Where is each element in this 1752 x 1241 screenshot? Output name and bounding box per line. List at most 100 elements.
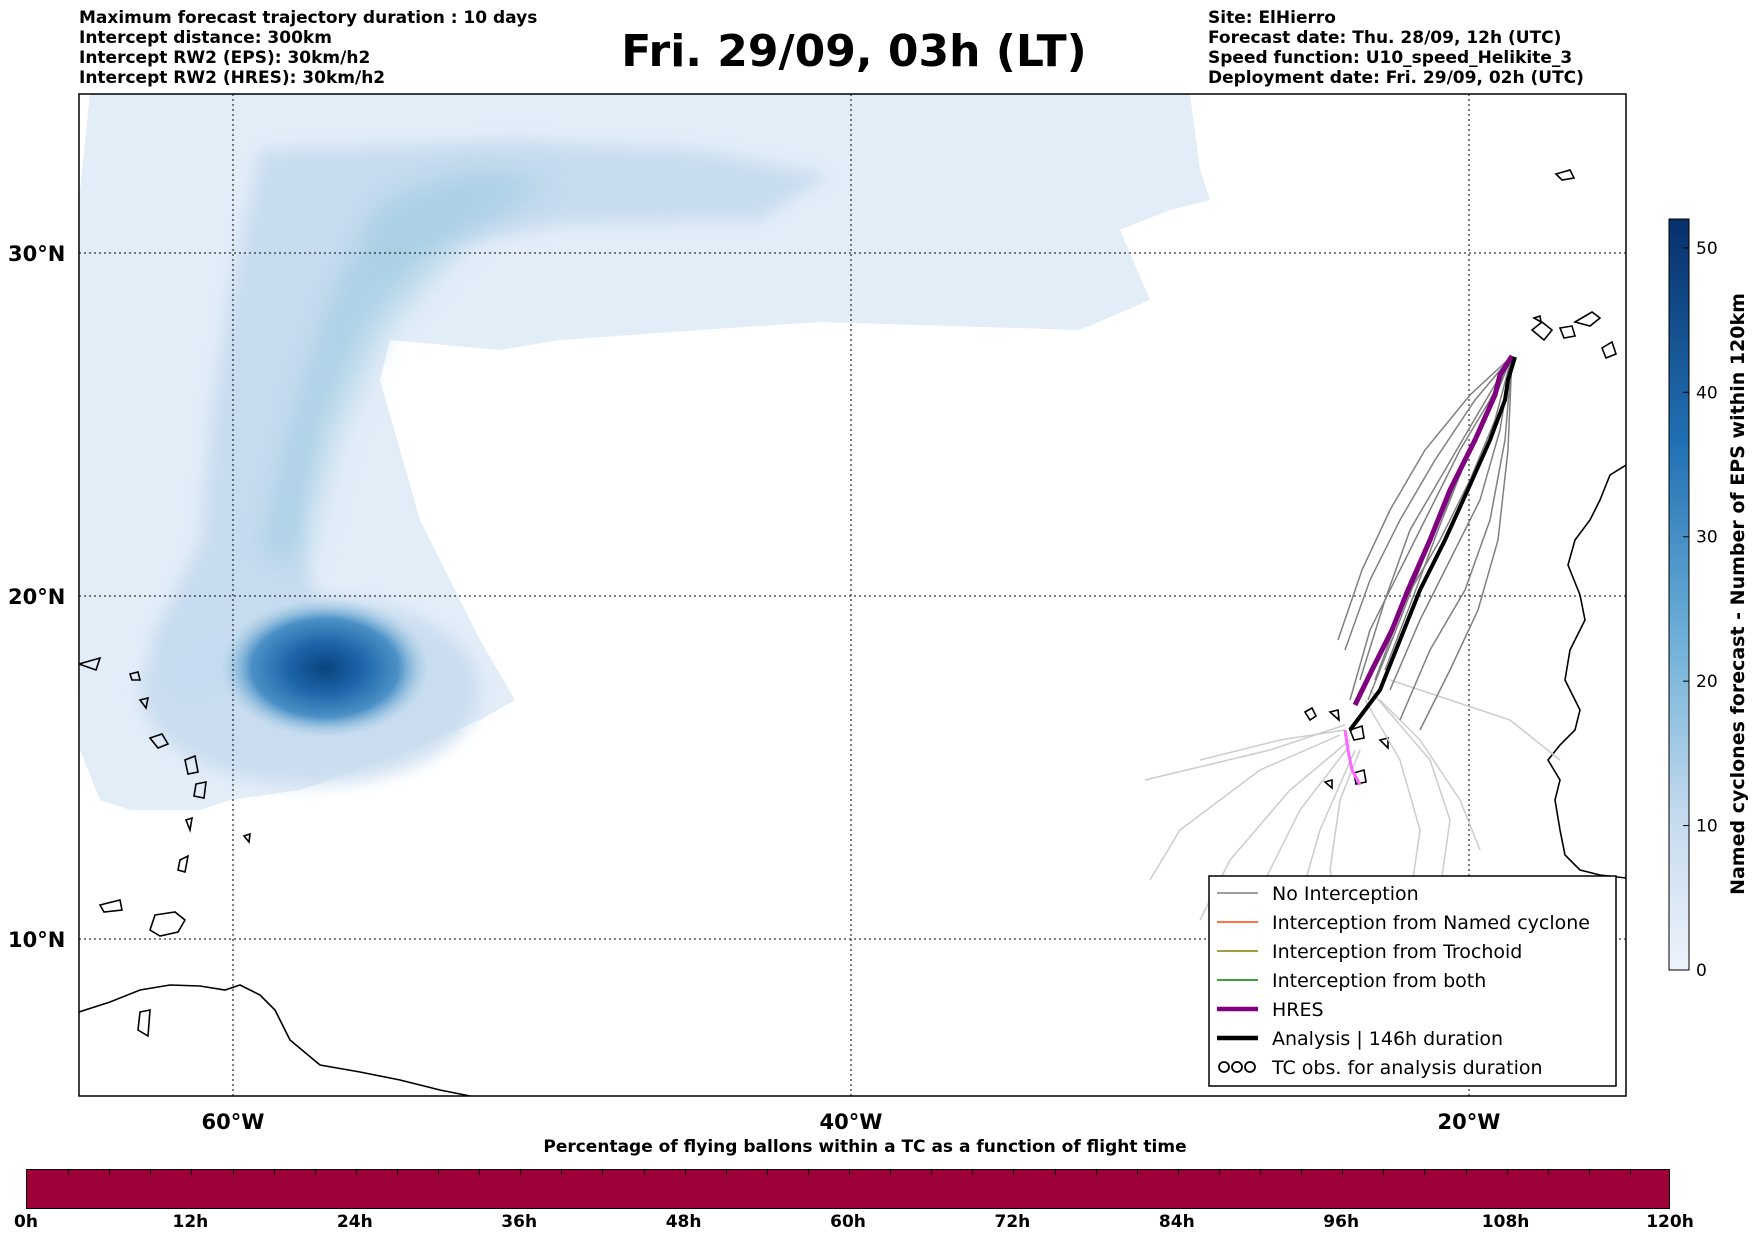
- bar-minor-tick: [1424, 1170, 1426, 1175]
- flight-time-tick-6: 72h: [994, 1212, 1031, 1232]
- colorbar-tick-label-4: 40: [1696, 383, 1718, 403]
- tc-obs-symbol-1: [1231, 1061, 1243, 1073]
- bar-minor-tick: [1260, 1170, 1261, 1175]
- coast-canary-1: [1530, 320, 1554, 342]
- flight-time-tick-5: 60h: [830, 1212, 866, 1232]
- bar-minor-tick: [1301, 1170, 1303, 1175]
- density-region-core: [220, 598, 430, 738]
- info-deployment-date: Deployment date: Fri. 29/09, 02h (UTC): [1208, 68, 1584, 88]
- coast-antilles-6: [177, 854, 190, 874]
- legend: No Interception Interception from Named c…: [1208, 875, 1617, 1087]
- legend-label-5: Analysis | 146h duration: [1272, 1028, 1503, 1050]
- bar-minor-tick: [1218, 1170, 1220, 1175]
- info-forecast-date: Forecast date: Thu. 28/09, 12h (UTC): [1208, 28, 1562, 48]
- flight-time-tick-8: 96h: [1323, 1212, 1360, 1232]
- bar-minor-tick: [1013, 1170, 1015, 1175]
- lat-label-1: 20°N: [8, 585, 65, 609]
- longitude-labels: 60°W 40°W 20°W: [202, 1110, 1501, 1134]
- bar-minor-tick: [561, 1170, 563, 1175]
- bar-minor-tick: [314, 1170, 316, 1175]
- tc-obs-track: [1343, 729, 1362, 786]
- coastlines: [79, 169, 1626, 1096]
- colorbar-tick-label-2: 20: [1696, 672, 1718, 692]
- forecast-parameters: Maximum forecast trajectory duration : 1…: [79, 8, 537, 88]
- colorbar-gradient: [1668, 218, 1690, 971]
- bar-minor-tick: [725, 1170, 727, 1175]
- progress-bar-title: Percentage of flying ballons within a TC…: [543, 1137, 1187, 1157]
- analysis-trajectory: [1348, 356, 1517, 732]
- map-frame: [78, 93, 1627, 1097]
- coast-antilles-7: [242, 832, 251, 844]
- coast-antilles-8: [128, 671, 142, 681]
- density-region-mid: [150, 140, 830, 700]
- bar-minor-tick: [355, 1170, 357, 1175]
- bar-minor-tick: [849, 1170, 850, 1175]
- bar-minor-tick: [1136, 1170, 1138, 1175]
- flight-time-tick-0: 0h: [14, 1212, 38, 1232]
- lon-label-1: 40°W: [820, 1110, 883, 1134]
- hres-trajectory: [1352, 354, 1515, 707]
- bar-minor-tick: [684, 1170, 686, 1175]
- colorbar: 0 10 20 30 40 50 Named cyclones forecast - Nu…: [1668, 218, 1749, 981]
- bar-minor-tick: [109, 1170, 111, 1175]
- flight-time-tick-3: 36h: [501, 1212, 538, 1232]
- info-speed-function: Speed function: U10_speed_Helikite_3: [1208, 48, 1573, 68]
- bar-minor-tick: [1547, 1170, 1549, 1175]
- tc-obs-symbol-2: [1244, 1061, 1256, 1073]
- coast-antilles-4: [193, 780, 207, 799]
- flight-time-tick-7: 84h: [1158, 1212, 1195, 1232]
- coast-canary-4: [1601, 340, 1617, 360]
- trajectories: [1144, 354, 1561, 961]
- bar-minor-tick: [1506, 1170, 1508, 1175]
- legend-label-2: Interception from Trochoid: [1272, 941, 1522, 963]
- coast-trinidad: [149, 911, 187, 937]
- legend-item-2: Interception from Trochoid: [1217, 941, 1522, 963]
- param-intercept-hres: Intercept RW2 (HRES): 30km/h2: [79, 68, 386, 88]
- bar-minor-tick: [643, 1170, 645, 1175]
- coast-cape-verde-2: [1328, 708, 1340, 722]
- bar-minor-tick: [1629, 1170, 1631, 1175]
- coast-azores: [1554, 169, 1576, 181]
- legend-item-4: HRES: [1217, 999, 1324, 1021]
- coast-antilles-11: [137, 1009, 151, 1038]
- bar-minor-tick: [807, 1170, 809, 1175]
- bar-minor-tick: [972, 1170, 974, 1175]
- bar-minor-tick: [1588, 1170, 1590, 1175]
- coast-south-america: [79, 984, 471, 1096]
- flight-time-tick-2: 24h: [336, 1212, 373, 1232]
- coast-canary-2: [1558, 325, 1577, 339]
- flight-time-bar: [26, 1169, 1670, 1209]
- legend-label-0: No Interception: [1272, 883, 1419, 905]
- bar-minor-tick: [1095, 1170, 1097, 1175]
- coast-cape-verde-5: [1353, 768, 1367, 785]
- legend-item-1: Interception from Named cyclone: [1217, 912, 1590, 934]
- coast-cape-verde-1: [1303, 706, 1318, 722]
- colorbar-tick-label-3: 30: [1696, 528, 1718, 548]
- density-region-band: [260, 170, 560, 560]
- bar-minor-tick: [1465, 1170, 1467, 1175]
- flight-time-tick-1: 12h: [172, 1212, 209, 1232]
- coast-antilles-5: [184, 816, 194, 833]
- colorbar-tick-label-1: 10: [1696, 817, 1718, 837]
- tc-obs-symbol-0: [1218, 1061, 1230, 1073]
- colorbar-label: Named cyclones forecast - Number of EPS …: [1727, 293, 1749, 895]
- info-site: Site: ElHierro: [1208, 8, 1336, 28]
- legend-item-5: Analysis | 146h duration: [1217, 1028, 1503, 1050]
- coast-antilles-10: [98, 899, 123, 913]
- flight-time-tick-9: 108h: [1481, 1212, 1530, 1232]
- legend-label-4: HRES: [1272, 999, 1324, 1021]
- legend-item-3: Interception from both: [1217, 970, 1486, 992]
- bar-minor-tick: [890, 1170, 892, 1175]
- lon-label-2: 20°W: [1438, 1110, 1501, 1134]
- cyclone-density-field: [79, 94, 1210, 810]
- bar-minor-tick: [766, 1170, 768, 1175]
- coast-cape-verde-6: [1323, 778, 1333, 790]
- param-max-duration: Maximum forecast trajectory duration : 1…: [79, 8, 538, 28]
- bar-minor-tick: [1383, 1170, 1385, 1175]
- coast-antilles-3: [184, 754, 199, 775]
- colorbar-tick-label-5: 50: [1696, 239, 1718, 259]
- lat-label-2: 30°N: [8, 242, 65, 266]
- bar-minor-tick: [150, 1170, 152, 1175]
- coast-antilles-2: [148, 733, 170, 749]
- legend-label-1: Interception from Named cyclone: [1272, 912, 1590, 934]
